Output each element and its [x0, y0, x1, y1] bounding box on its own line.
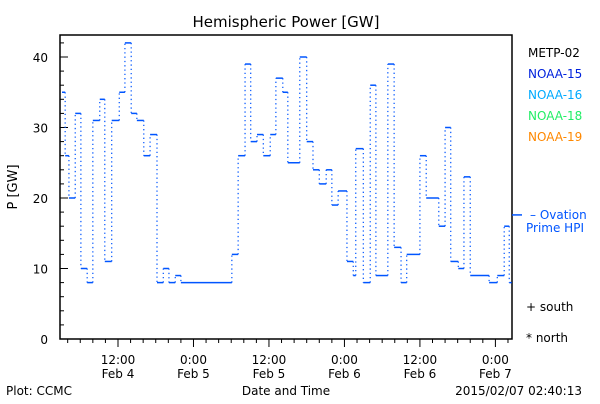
- x-tick-time: 0:00: [482, 353, 509, 367]
- marker-legend-north: * north: [526, 331, 568, 345]
- north-label: north: [536, 331, 568, 345]
- legend: METP-02 NOAA-15 NOAA-16 NOAA-18 NOAA-19: [528, 46, 582, 144]
- x-tick-date: Feb 4: [102, 367, 135, 381]
- series-ovation-prime-hpi: [62, 42, 512, 284]
- chart-title: Hemispheric Power [GW]: [193, 13, 380, 31]
- y-axis-label: P [GW]: [6, 164, 21, 209]
- x-tick-time: 12:00: [101, 353, 136, 367]
- ovation-label-line2: Prime HPI: [526, 221, 584, 235]
- x-tick-date: Feb 7: [479, 367, 512, 381]
- south-symbol: +: [526, 300, 536, 314]
- legend-item: NOAA-16: [528, 88, 582, 102]
- x-axis-label: Date and Time: [242, 384, 330, 398]
- north-symbol: *: [526, 331, 532, 345]
- footer-timestamp: 2015/02/07 02:40:13: [455, 384, 582, 398]
- legend-item: METP-02: [528, 46, 580, 60]
- legend-item: NOAA-19: [528, 130, 582, 144]
- y-tick-label: 20: [33, 192, 48, 206]
- x-tick-date: Feb 5: [177, 367, 210, 381]
- x-tick-date: Feb 6: [404, 367, 437, 381]
- legend-item: NOAA-15: [528, 67, 582, 81]
- x-tick-time: 12:00: [252, 353, 287, 367]
- marker-legend-south: + south: [526, 300, 573, 314]
- x-tick-time: 0:00: [180, 353, 207, 367]
- legend-item: NOAA-18: [528, 109, 582, 123]
- x-tick-date: Feb 5: [253, 367, 286, 381]
- ovation-label-line1: – Ovation: [530, 208, 587, 222]
- y-tick-label: 0: [40, 333, 48, 347]
- x-tick-time: 0:00: [331, 353, 358, 367]
- plot-frame: [59, 34, 513, 340]
- x-tick-time: 12:00: [403, 353, 438, 367]
- footer-plot-credit: Plot: CCMC: [6, 384, 72, 398]
- south-label: south: [540, 300, 574, 314]
- y-tick-label: 40: [33, 51, 48, 65]
- x-tick-date: Feb 6: [328, 367, 361, 381]
- y-axis-ticks: 0 10 20 30 40: [33, 42, 68, 347]
- y-tick-label: 30: [33, 122, 48, 136]
- y-tick-label: 10: [33, 263, 48, 277]
